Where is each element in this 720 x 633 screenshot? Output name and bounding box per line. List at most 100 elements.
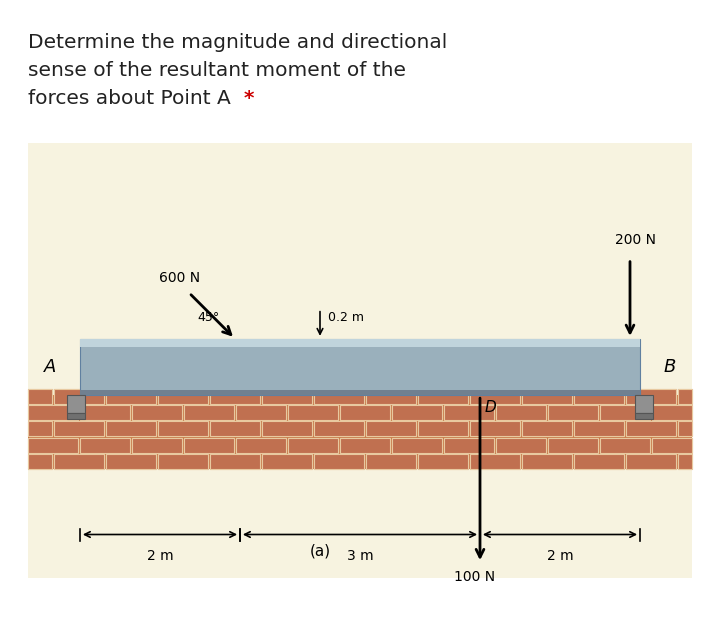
Bar (652, 438, 692, 453)
Bar (340, 405, 390, 420)
Bar (184, 438, 234, 453)
Bar (184, 405, 234, 420)
Bar (418, 422, 468, 436)
Bar (28, 454, 52, 469)
Bar (366, 389, 416, 403)
Bar (652, 405, 692, 420)
Bar (106, 389, 156, 403)
Bar (470, 389, 520, 403)
Bar (444, 405, 494, 420)
Bar (67, 395, 85, 413)
Bar (132, 438, 182, 453)
Bar (392, 438, 442, 453)
Bar (80, 339, 640, 347)
Bar (600, 405, 650, 420)
Bar (106, 454, 156, 469)
Bar (158, 454, 208, 469)
Bar (28, 389, 52, 403)
Bar (28, 422, 52, 436)
Bar (288, 405, 338, 420)
Bar (600, 405, 650, 420)
Bar (132, 405, 182, 420)
Bar (288, 438, 338, 453)
Bar (80, 391, 640, 395)
Text: 600 N: 600 N (159, 271, 200, 285)
Bar (54, 389, 104, 403)
Bar (210, 454, 260, 469)
Bar (678, 422, 692, 436)
Bar (470, 422, 520, 436)
Bar (184, 438, 234, 453)
Bar (652, 405, 692, 420)
Bar (444, 405, 494, 420)
Bar (470, 389, 520, 403)
Bar (600, 438, 650, 453)
Text: Determine the magnitude and directional: Determine the magnitude and directional (28, 33, 447, 52)
Bar (28, 389, 52, 403)
Bar (522, 422, 572, 436)
Bar (314, 389, 364, 403)
Bar (210, 389, 260, 403)
Bar (678, 389, 692, 403)
Bar (288, 438, 338, 453)
Bar (158, 389, 208, 403)
Text: 3 m: 3 m (347, 549, 373, 563)
Bar (262, 422, 312, 436)
Bar (236, 405, 286, 420)
Bar (418, 389, 468, 403)
Bar (574, 454, 624, 469)
Bar (80, 339, 640, 395)
Bar (262, 454, 312, 469)
Bar (626, 422, 676, 436)
Bar (626, 422, 676, 436)
Bar (28, 405, 78, 420)
Bar (28, 395, 692, 469)
Bar (574, 422, 624, 436)
Bar (574, 422, 624, 436)
Text: A: A (44, 358, 56, 376)
Bar (67, 413, 85, 419)
Text: 200 N: 200 N (615, 233, 656, 247)
Bar (314, 454, 364, 469)
Bar (392, 438, 442, 453)
Text: D: D (485, 400, 497, 415)
Bar (28, 405, 78, 420)
Bar (522, 389, 572, 403)
Bar (106, 422, 156, 436)
Bar (678, 454, 692, 469)
Bar (635, 413, 653, 419)
Bar (80, 405, 130, 420)
Bar (106, 454, 156, 469)
Bar (54, 454, 104, 469)
Bar (444, 438, 494, 453)
Bar (288, 405, 338, 420)
Bar (28, 454, 52, 469)
Bar (626, 389, 676, 403)
Bar (80, 405, 130, 420)
Bar (28, 438, 78, 453)
Bar (54, 454, 104, 469)
Bar (158, 454, 208, 469)
Bar (418, 454, 468, 469)
Bar (470, 454, 520, 469)
Bar (522, 454, 572, 469)
Bar (28, 422, 52, 436)
Bar (418, 422, 468, 436)
Bar (210, 389, 260, 403)
Bar (236, 405, 286, 420)
Text: sense of the resultant moment of the: sense of the resultant moment of the (28, 61, 406, 80)
Bar (184, 405, 234, 420)
Text: 2 m: 2 m (546, 549, 573, 563)
Bar (548, 438, 598, 453)
Bar (54, 389, 104, 403)
Text: (a): (a) (310, 543, 330, 558)
Bar (522, 422, 572, 436)
Bar (340, 438, 390, 453)
Bar (54, 422, 104, 436)
Bar (158, 422, 208, 436)
Bar (158, 422, 208, 436)
Bar (574, 389, 624, 403)
Bar (496, 405, 546, 420)
Bar (652, 438, 692, 453)
Bar (340, 438, 390, 453)
